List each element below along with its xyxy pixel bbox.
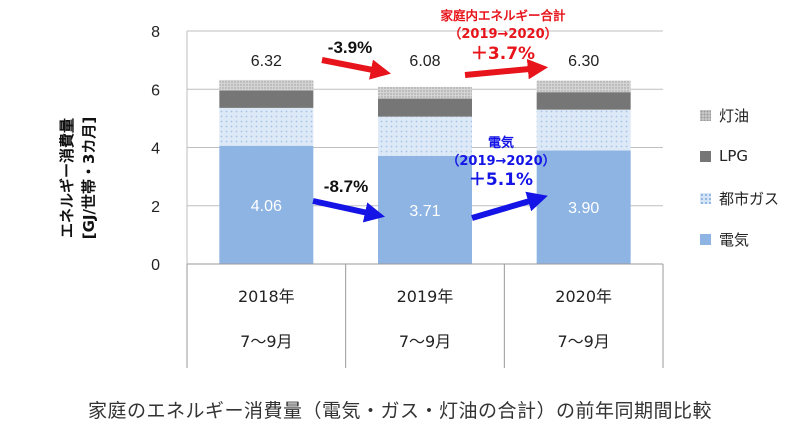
- total-value-label: 6.08: [409, 53, 440, 70]
- x-tick-label: 2018年: [238, 287, 295, 306]
- legend-swatch-lpg: [700, 150, 711, 162]
- y-axis-ticks: 0 2 4 6 8: [151, 24, 160, 274]
- total-change-2-value: ＋3.7%: [471, 44, 535, 64]
- figure-caption: 家庭のエネルギー消費量（電気・ガス・灯油の合計）の前年同期間比較: [87, 400, 712, 422]
- y-tick-label: 2: [151, 199, 160, 216]
- x-tick-label: 2019年: [397, 287, 454, 306]
- legend-swatch-kerosene: [700, 110, 711, 121]
- bar-segment-lpg: [378, 98, 472, 117]
- bar-segment-kerosene: [536, 80, 631, 93]
- elec-arrow-1: [312, 198, 385, 223]
- elec-change-2-period: （2019→2020）: [446, 153, 555, 169]
- elec-change-2-title: 電気: [488, 135, 514, 151]
- electricity-value-label: 3.90: [568, 200, 599, 217]
- x-tick-sublabel: 7～9月: [240, 332, 292, 351]
- y-axis-label: エネルギー消費量 [GJ/世帯・3カ月]: [58, 117, 98, 240]
- bars: 4.06 6.32 3.71 6.08 3.90 6.30: [219, 53, 631, 264]
- legend-label-electricity: 電気: [719, 231, 750, 249]
- x-tick-sublabel: 7～9月: [399, 332, 451, 351]
- total-arrow-2: [464, 58, 549, 80]
- x-tick-sublabel: 7～9月: [557, 332, 609, 351]
- legend-item-electricity: 電気: [700, 229, 749, 250]
- bar-segment-lpg: [536, 92, 631, 110]
- bar-segment-kerosene: [219, 79, 314, 91]
- bar-segment-electricity: [378, 155, 472, 264]
- legend-label-city-gas: 都市ガス: [719, 190, 780, 208]
- bar-segment-city-gas: [378, 116, 472, 156]
- bar-segment-city-gas: [219, 107, 314, 146]
- bar-segment-city-gas: [536, 109, 631, 151]
- legend-item-city-gas: 都市ガス: [700, 188, 779, 209]
- y-axis-label-line1: エネルギー消費量: [58, 118, 76, 238]
- bar-segment-kerosene: [378, 86, 472, 99]
- legend-label-kerosene: 灯油: [719, 107, 750, 125]
- total-change-2-period: （2019→2020）: [448, 26, 557, 42]
- electricity-value-label: 4.06: [251, 198, 282, 215]
- y-tick-label: 8: [151, 24, 160, 41]
- legend-swatch-city-gas: [700, 193, 711, 204]
- y-tick-label: 6: [151, 82, 160, 99]
- legend-label-lpg: LPG: [719, 147, 749, 165]
- bar-segment-lpg: [219, 90, 314, 108]
- electricity-value-label: 3.71: [409, 203, 440, 220]
- total-value-label: 6.30: [568, 53, 599, 70]
- legend-item-lpg: LPG: [700, 147, 748, 165]
- legend-item-kerosene: 灯油: [700, 105, 749, 126]
- y-axis-label-line2: [GJ/世帯・3カ月]: [80, 117, 98, 240]
- total-value-label: 6.32: [251, 53, 282, 70]
- elec-change-1-label: -8.7%: [324, 177, 368, 196]
- y-tick-label: 4: [151, 141, 160, 158]
- bar-segment-electricity: [219, 145, 314, 264]
- total-change-1-label: -3.9%: [328, 38, 372, 57]
- bar-segment-electricity: [536, 150, 631, 264]
- total-arrow-1: [321, 57, 392, 80]
- stacked-bar-chart: 0 2 4 6 8 4.06 6.32 3.71 6.08 3.90 6.30 2018年 7～9月…: [58, 8, 664, 368]
- elec-arrow-2: [471, 191, 548, 221]
- category-table: 2018年 7～9月 2019年 7～9月 2020年 7～9月: [186, 263, 664, 368]
- legend-swatch-electricity: [700, 234, 711, 245]
- y-tick-label: 0: [151, 257, 160, 274]
- total-change-2-title: 家庭内エネルギー合計: [440, 8, 566, 23]
- elec-change-2-value: ＋5.1%: [469, 170, 533, 190]
- x-tick-label: 2020年: [555, 287, 612, 306]
